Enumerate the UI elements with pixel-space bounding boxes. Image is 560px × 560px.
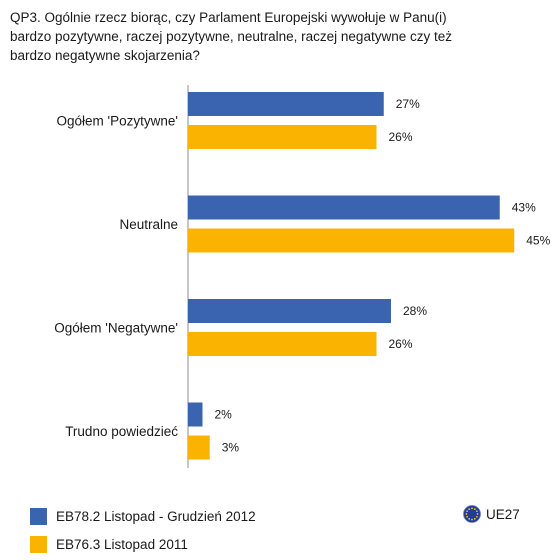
bar-2012 — [188, 195, 500, 220]
eu-star — [476, 510, 478, 513]
eu-star — [473, 508, 476, 510]
bar-2012 — [188, 402, 203, 427]
legend-label-2012: EB78.2 Listopad - Grudzień 2012 — [56, 508, 256, 524]
eu-star — [473, 518, 476, 520]
eu-star — [465, 513, 468, 515]
question-line-3: bardzo negatywne skojarzenia? — [10, 48, 200, 63]
eu-star — [468, 518, 471, 520]
eu-star — [471, 507, 473, 510]
legend-item-2012: EB78.2 Listopad - Grudzień 2012 — [30, 507, 256, 525]
question-line-1: QP3. Ogólnie rzecz biorąc, czy Parlament… — [10, 10, 447, 25]
data-label: 2% — [215, 408, 233, 422]
category-label: Neutralne — [119, 217, 178, 232]
eu-star — [476, 513, 479, 515]
question-line-2: bardzo pozytywne, raczej pozytywne, neut… — [10, 29, 452, 44]
category-label: Trudno powiedzieć — [65, 424, 178, 439]
legend-item-2011: EB76.3 Listopad 2011 — [30, 535, 188, 553]
eu-flag-icon — [463, 505, 481, 523]
bar-2012 — [188, 299, 391, 323]
eu-star — [476, 515, 478, 518]
region-badge: UE27 — [463, 505, 520, 523]
bar-chart: Ogółem 'Pozytywne' 27% 26% Neutralne 43% 45% O… — [54, 85, 551, 468]
legend-swatch-2012 — [30, 507, 47, 525]
bar-2011 — [188, 125, 377, 149]
data-label: 26% — [389, 130, 413, 144]
eu-star — [468, 508, 471, 510]
data-label: 3% — [222, 441, 240, 455]
category-label: Ogółem 'Negatywne' — [54, 321, 178, 336]
bar-2011 — [188, 332, 377, 356]
data-label: 45% — [526, 234, 550, 248]
chart-question: QP3. Ogólnie rzecz biorąc, czy Parlament… — [10, 8, 540, 65]
eu-star — [466, 510, 468, 513]
bar-2011 — [188, 435, 210, 460]
data-label: 26% — [389, 337, 413, 351]
legend-swatch-2011 — [30, 535, 47, 553]
eu-star — [471, 518, 473, 521]
region-label: UE27 — [486, 506, 520, 522]
bar-2012 — [188, 92, 384, 116]
bar-2011 — [188, 228, 515, 253]
data-label: 27% — [396, 97, 420, 111]
legend-label-2011: EB76.3 Listopad 2011 — [56, 536, 188, 552]
data-label: 28% — [403, 304, 427, 318]
data-label: 43% — [512, 201, 536, 215]
eu-star — [466, 515, 468, 518]
category-label: Ogółem 'Pozytywne' — [57, 114, 178, 129]
